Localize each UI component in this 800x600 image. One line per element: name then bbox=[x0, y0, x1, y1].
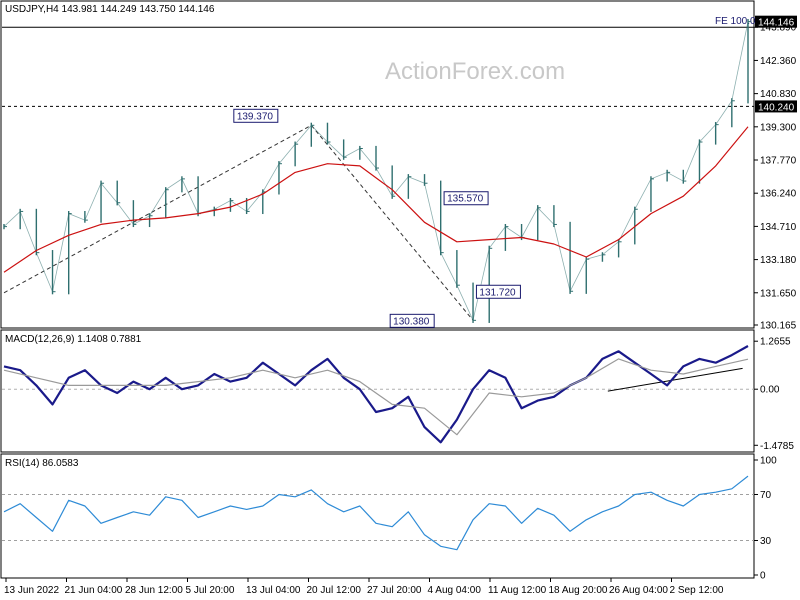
y-tick-label: 143.890 bbox=[760, 23, 797, 34]
y-tick-label: 131.650 bbox=[760, 288, 797, 299]
y-tick-label: 142.360 bbox=[760, 56, 797, 67]
x-tick-label: 13 Jun 2022 bbox=[4, 585, 59, 596]
y-tick-label: 70 bbox=[760, 490, 772, 501]
macd-panel-frame bbox=[0, 329, 755, 453]
x-tick-label: 5 Jul 20:00 bbox=[186, 585, 235, 596]
y-tick-label: 140.830 bbox=[760, 89, 797, 100]
y-tick-label: 133.180 bbox=[760, 255, 797, 266]
x-tick-label: 11 Aug 12:00 bbox=[488, 585, 547, 596]
price-series-line bbox=[3, 21, 749, 322]
price-annotation: 130.380 bbox=[393, 316, 430, 327]
y-tick-label: 1.2655 bbox=[760, 337, 791, 348]
price-header: USDJPY,H4 143.981 144.249 143.750 144.14… bbox=[5, 4, 215, 15]
rsi-panel-frame bbox=[0, 453, 755, 579]
y-tick-label: 139.300 bbox=[760, 122, 797, 133]
x-tick-label: 4 Aug 04:00 bbox=[428, 585, 482, 596]
price-annotation-box bbox=[475, 284, 521, 299]
y-tick-label: -1.4785 bbox=[760, 441, 794, 452]
x-tick-label: 20 Jul 12:00 bbox=[307, 585, 362, 596]
y-tick-label: 130.165 bbox=[760, 321, 797, 332]
rsi-axis: 100 70 30 0 bbox=[754, 456, 777, 582]
rsi-panel[interactable]: RSI(14) 86.0583 100 70 30 0 bbox=[0, 453, 777, 582]
y-tick-label: 0 bbox=[760, 571, 766, 582]
x-tick-label: 26 Aug 04:00 bbox=[609, 585, 668, 596]
y-tick-label: 136.240 bbox=[760, 189, 797, 200]
price-axis: 143.890 142.360 140.830 139.300 137.770 136.2… bbox=[754, 15, 797, 332]
time-axis: 13 Jun 2022 21 Jun 04:00 28 Jun 12:00 5 Jul… bbox=[4, 578, 724, 596]
macd-trendline bbox=[607, 367, 743, 392]
fe-level-label: FE 100.0 bbox=[715, 16, 756, 27]
rsi-header: RSI(14) 86.0583 bbox=[5, 458, 79, 469]
projection-line bbox=[3, 124, 312, 294]
projection-line bbox=[310, 124, 474, 321]
x-tick-label: 21 Jun 04:00 bbox=[65, 585, 123, 596]
y-tick-label: 134.710 bbox=[760, 222, 797, 233]
watermark: ActionForex.com bbox=[385, 58, 565, 85]
price-annotation-box bbox=[389, 313, 435, 328]
price-annotation: 135.570 bbox=[447, 194, 484, 205]
level-price-label: 140.240 bbox=[758, 102, 795, 113]
y-tick-label: 0.00 bbox=[760, 385, 780, 396]
y-tick-label: 100 bbox=[760, 456, 777, 467]
price-annotation-box bbox=[233, 108, 279, 123]
x-tick-label: 28 Jun 12:00 bbox=[125, 585, 183, 596]
x-tick-label: 18 Aug 20:00 bbox=[549, 585, 608, 596]
price-annotation-box bbox=[443, 191, 489, 206]
macd-plot bbox=[2, 345, 754, 444]
price-panel-frame bbox=[0, 0, 755, 329]
rsi-plot bbox=[2, 475, 754, 551]
price-panel[interactable]: ActionForex.com USDJPY,H4 143.981 144.24… bbox=[0, 0, 797, 332]
x-tick-label: 2 Sep 12:00 bbox=[670, 585, 724, 596]
price-plot: FE 100.0 139.370 130.380 135.570 131.720 bbox=[2, 16, 756, 328]
current-price-tag bbox=[755, 15, 797, 28]
macd-axis: 1.2655 0.00 -1.4785 bbox=[754, 337, 794, 452]
macd-series-1 bbox=[3, 358, 749, 436]
price-series-1 bbox=[3, 126, 749, 273]
macd-panel[interactable]: MACD(12,26,9) 1.1408 0.7881 1.2655 0.00 -1… bbox=[0, 329, 794, 453]
price-annotation: 131.720 bbox=[479, 287, 516, 298]
x-tick-label: 13 Jul 04:00 bbox=[246, 585, 301, 596]
price-annotation: 139.370 bbox=[237, 111, 274, 122]
level-price-tag bbox=[755, 100, 797, 113]
current-price-label: 144.146 bbox=[758, 18, 795, 29]
macd-header: MACD(12,26,9) 1.1408 0.7881 bbox=[5, 334, 142, 345]
y-tick-label: 30 bbox=[760, 536, 772, 547]
x-tick-label: 27 Jul 20:00 bbox=[367, 585, 422, 596]
rsi-series-0 bbox=[3, 475, 749, 551]
y-tick-label: 137.770 bbox=[760, 156, 797, 167]
